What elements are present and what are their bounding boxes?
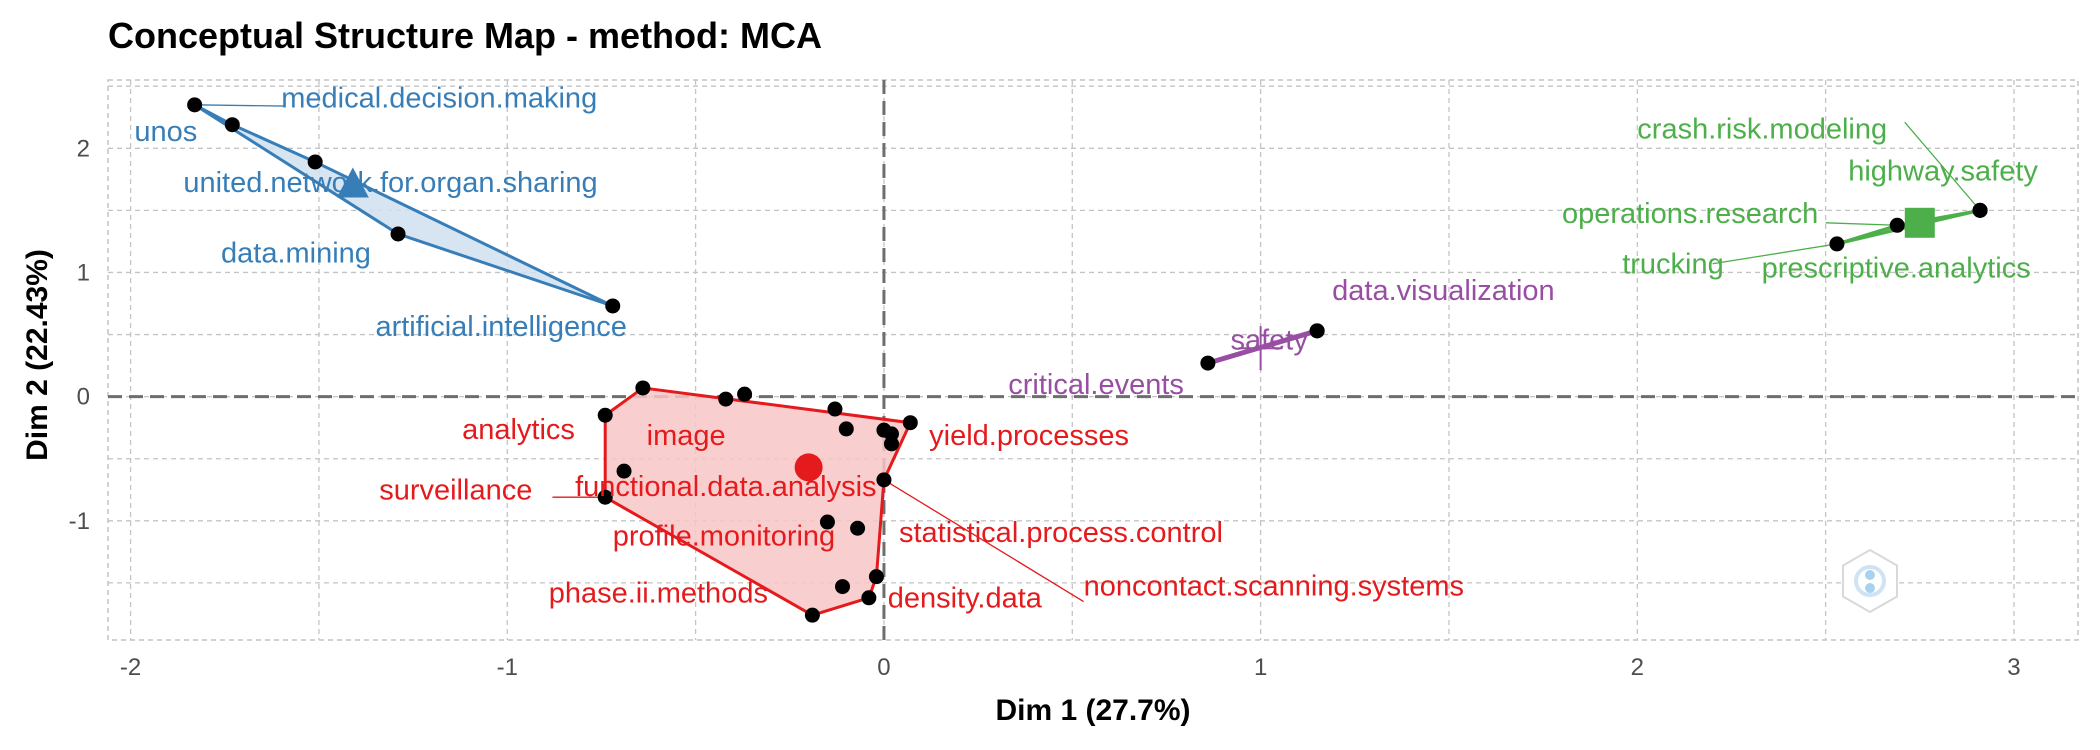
- cluster-1-point: [827, 401, 843, 417]
- y-tick-label: 1: [77, 259, 90, 286]
- cluster-4-hull: [1205, 328, 1320, 366]
- cluster-2-centroid: [336, 167, 369, 198]
- cluster-1-point: [850, 520, 866, 536]
- x-tick-label: -1: [497, 654, 518, 681]
- point-label: safety: [1230, 324, 1308, 356]
- cluster-centroids: [336, 167, 1935, 482]
- x-tick-label: -2: [120, 654, 141, 681]
- chart-title: Conceptual Structure Map - method: MCA: [108, 15, 822, 56]
- cluster-2-point: [307, 154, 323, 170]
- point-label: analytics: [462, 414, 575, 446]
- cluster-1-centroid: [794, 453, 823, 482]
- x-tick-label: 3: [2007, 654, 2020, 681]
- axis-tick-labels: -2 -1 0 1 2 3 -1 0 1 2: [69, 135, 2021, 681]
- cluster-2-point: [390, 226, 406, 242]
- panel-border: [107, 79, 2079, 641]
- point-label: functional.data.analysis: [575, 471, 876, 503]
- point-label: data.mining: [221, 238, 371, 270]
- y-tick-label: 2: [77, 135, 90, 162]
- cluster-2-point: [187, 97, 203, 113]
- cluster-1-point: [597, 489, 613, 505]
- cluster-4-point: [1200, 355, 1216, 371]
- cluster-1-point: [868, 569, 884, 585]
- point-label: unos: [134, 116, 197, 148]
- point-label: yield.processes: [929, 420, 1129, 452]
- point-label: critical.events: [1008, 369, 1184, 401]
- cluster-hulls: [193, 103, 1982, 617]
- point-label: united.network.for.organ.sharing: [183, 167, 597, 199]
- cluster-2-point: [224, 117, 240, 133]
- point-label: surveillance: [379, 475, 532, 507]
- x-tick-label: 2: [1631, 654, 1644, 681]
- point-label: profile.monitoring: [613, 521, 835, 553]
- cluster-1-point: [597, 407, 613, 423]
- cluster-1-point: [616, 463, 632, 479]
- point-label: image: [647, 420, 726, 452]
- data-points: [187, 97, 1988, 623]
- point-label: data.visualization: [1332, 275, 1554, 307]
- cluster-3-point: [1889, 217, 1905, 233]
- label-leader-line: [1712, 243, 1838, 265]
- label-leader-line: [194, 104, 286, 107]
- point-label: highway.safety: [1848, 156, 2038, 188]
- cluster-1-point: [819, 514, 835, 530]
- point-label: trucking: [1622, 249, 1724, 281]
- cluster-1-point: [718, 391, 734, 407]
- cluster-1-point: [835, 579, 851, 595]
- x-tick-label: 0: [877, 654, 890, 681]
- point-label: statistical.process.control: [899, 517, 1223, 549]
- point-label: phase.ii.methods: [549, 578, 768, 610]
- point-label: density.data: [888, 583, 1043, 615]
- label-leader-line: [1825, 222, 1898, 226]
- point-label: operations.research: [1562, 198, 1818, 230]
- cluster-1-point: [737, 386, 753, 402]
- y-tick-label: -1: [69, 508, 90, 535]
- point-label: prescriptive.analytics: [1762, 252, 2031, 284]
- cluster-4-point: [1309, 323, 1325, 339]
- watermark-logo: [1842, 548, 1898, 614]
- cluster-3-centroid: [1904, 207, 1935, 238]
- cluster-3-point: [1972, 202, 1988, 218]
- cluster-2-point: [605, 298, 621, 314]
- label-leader-line: [883, 479, 1084, 603]
- label-leader-lines: [194, 104, 1981, 603]
- cluster-1-point: [876, 422, 892, 438]
- cluster-1-point: [861, 590, 877, 606]
- point-label: artificial.intelligence: [375, 311, 626, 343]
- cluster-4-centroid: [1238, 326, 1283, 371]
- x-axis-title: Dim 1 (27.7%): [995, 694, 1190, 727]
- y-axis-title: Dim 2 (22.43%): [21, 249, 54, 461]
- cluster-1-point: [876, 472, 892, 488]
- point-label: noncontact.scanning.systems: [1084, 570, 1464, 602]
- y-tick-label: 0: [77, 384, 90, 411]
- cluster-3-point: [1829, 236, 1845, 252]
- cluster-1-point: [902, 415, 918, 431]
- label-leader-line: [1904, 121, 1981, 211]
- cluster-1-point: [838, 421, 854, 437]
- x-tick-label: 1: [1254, 654, 1267, 681]
- cluster-1-point: [804, 607, 820, 623]
- point-label: medical.decision.making: [281, 82, 597, 114]
- point-label: crash.risk.modeling: [1637, 113, 1887, 145]
- cluster-1-point: [635, 380, 651, 396]
- point-labels: medical.decision.making unos united.networ…: [134, 82, 2038, 614]
